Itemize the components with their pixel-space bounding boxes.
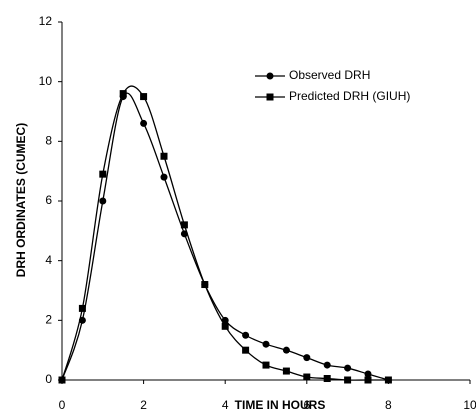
y-tick-label: 8 bbox=[45, 134, 52, 148]
marker bbox=[282, 346, 290, 354]
marker bbox=[78, 304, 86, 312]
marker bbox=[364, 376, 372, 384]
marker bbox=[303, 354, 311, 362]
marker bbox=[242, 346, 250, 354]
y-tick-label: 6 bbox=[45, 193, 52, 207]
x-tick-label: 0 bbox=[59, 398, 66, 412]
marker bbox=[99, 170, 107, 178]
marker bbox=[99, 197, 107, 205]
marker bbox=[344, 376, 352, 384]
marker bbox=[140, 93, 148, 101]
y-tick-label: 0 bbox=[45, 372, 52, 386]
marker bbox=[160, 173, 168, 181]
marker bbox=[58, 376, 66, 384]
y-tick-label: 2 bbox=[45, 313, 52, 327]
marker bbox=[266, 72, 274, 80]
marker bbox=[266, 93, 274, 101]
y-tick-label: 10 bbox=[39, 74, 53, 88]
x-axis-label: TIME IN HOURS bbox=[235, 398, 326, 412]
x-tick-label: 2 bbox=[140, 398, 147, 412]
marker bbox=[344, 364, 352, 372]
marker bbox=[262, 340, 270, 348]
y-axis-label: DRH ORDINATES (CUMEC) bbox=[14, 123, 28, 277]
marker bbox=[119, 90, 127, 98]
marker bbox=[221, 322, 229, 330]
marker bbox=[160, 152, 168, 160]
y-tick-label: 4 bbox=[45, 253, 52, 267]
marker bbox=[140, 119, 148, 127]
marker bbox=[323, 375, 331, 383]
marker bbox=[201, 281, 209, 289]
marker bbox=[384, 376, 392, 384]
x-tick-label: 10 bbox=[463, 398, 476, 412]
marker bbox=[221, 316, 229, 324]
marker bbox=[364, 370, 372, 378]
marker bbox=[262, 361, 270, 369]
x-tick-label: 6 bbox=[303, 398, 310, 412]
legend-label: Predicted DRH (GIUH) bbox=[289, 89, 410, 103]
y-tick-label: 12 bbox=[39, 14, 53, 28]
legend-label: Observed DRH bbox=[289, 68, 370, 82]
marker bbox=[180, 221, 188, 229]
series-line bbox=[61, 85, 389, 381]
marker bbox=[323, 361, 331, 369]
marker bbox=[282, 367, 290, 375]
marker bbox=[242, 331, 250, 339]
x-tick-label: 4 bbox=[222, 398, 229, 412]
marker bbox=[303, 373, 311, 381]
x-tick-label: 8 bbox=[385, 398, 392, 412]
